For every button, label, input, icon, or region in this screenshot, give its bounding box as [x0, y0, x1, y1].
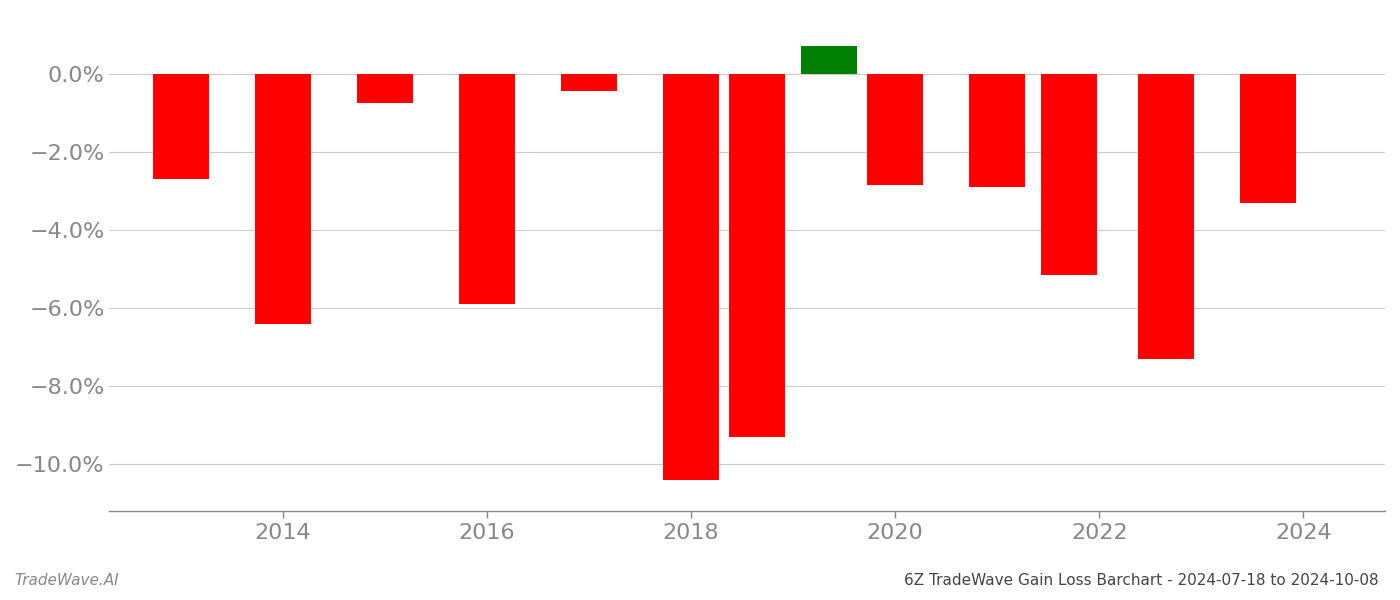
Bar	[255, 74, 311, 323]
Bar	[459, 74, 515, 304]
Bar	[1040, 74, 1096, 275]
Bar	[867, 74, 923, 185]
Text: 6Z TradeWave Gain Loss Barchart - 2024-07-18 to 2024-10-08: 6Z TradeWave Gain Loss Barchart - 2024-0…	[904, 573, 1379, 588]
Bar	[1138, 74, 1194, 359]
Bar	[801, 46, 857, 74]
Bar	[969, 74, 1025, 187]
Bar	[153, 74, 209, 179]
Bar	[729, 74, 785, 437]
Bar	[664, 74, 720, 480]
Text: TradeWave.AI: TradeWave.AI	[14, 573, 119, 588]
Bar	[561, 74, 617, 91]
Bar	[357, 74, 413, 103]
Bar	[1239, 74, 1296, 203]
